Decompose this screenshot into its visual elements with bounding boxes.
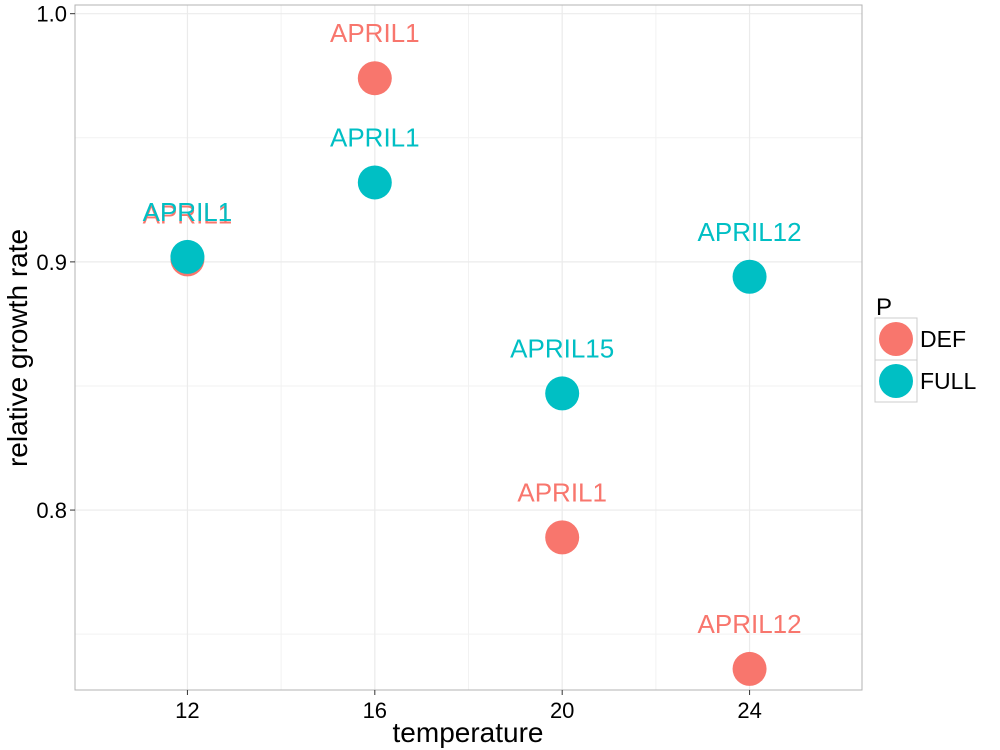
data-point-full — [357, 165, 392, 200]
grid-lines — [75, 5, 862, 690]
x-tick-label: 12 — [175, 698, 199, 723]
y-tick-label: 0.8 — [36, 498, 67, 523]
y-axis-title: relative growth rate — [2, 229, 33, 467]
point-label-def: APRIL1 — [143, 199, 233, 229]
data-points — [170, 61, 767, 686]
data-point-full — [732, 259, 767, 294]
data-point-full — [170, 239, 205, 274]
legend-title: P — [876, 294, 892, 321]
legend-key-full — [879, 364, 913, 398]
data-point-def — [732, 651, 767, 686]
y-axis-ticks: 0.8 0.9 1.0 — [36, 2, 75, 523]
x-tick-label: 16 — [363, 698, 387, 723]
y-tick-label: 1.0 — [36, 2, 67, 27]
data-point-def — [545, 520, 580, 555]
point-label-def: APRIL1 — [330, 18, 420, 48]
data-point-def — [357, 61, 392, 96]
point-label-def: APRIL12 — [698, 609, 802, 639]
plot-panel-border — [74, 4, 863, 691]
legend-key-def — [879, 322, 913, 356]
x-tick-label: 24 — [737, 698, 761, 723]
x-axis-title: temperature — [393, 717, 544, 748]
y-tick-label: 0.9 — [36, 250, 67, 275]
legend-label-full: FULL — [920, 368, 976, 394]
x-axis-ticks: 12 16 20 24 — [175, 690, 762, 723]
point-labels: APRIL1APRIL1APRIL1APRIL12APRIL1APRIL1APR… — [143, 18, 802, 639]
legend: P DEF FULL — [874, 294, 976, 403]
point-label-def: APRIL1 — [517, 477, 607, 507]
point-label-full: APRIL12 — [698, 217, 802, 247]
point-label-full: APRIL1 — [330, 122, 420, 152]
data-point-full — [545, 376, 580, 411]
point-label-full: APRIL1 — [143, 197, 233, 227]
x-tick-label: 20 — [550, 698, 574, 723]
legend-label-def: DEF — [920, 326, 966, 352]
point-label-full: APRIL15 — [510, 333, 614, 363]
